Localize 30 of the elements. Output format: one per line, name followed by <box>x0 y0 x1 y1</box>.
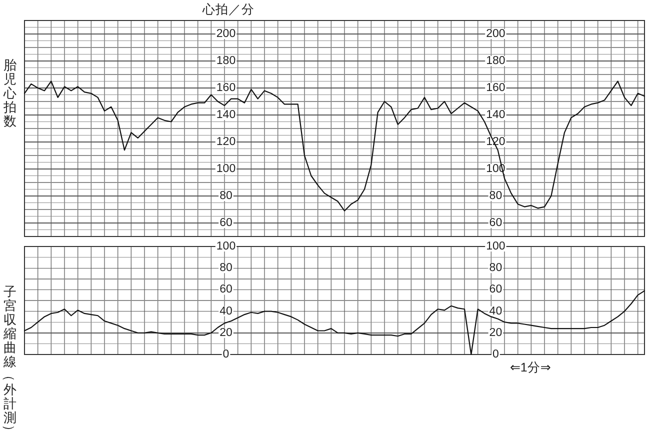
y-tick-label: 200 <box>216 28 236 40</box>
y2-tick-label: 0 <box>492 348 499 360</box>
y2-tick-label: 200 <box>486 28 506 40</box>
y-tick-label: 20 <box>220 326 232 339</box>
y-tick-label: 180 <box>216 55 236 67</box>
y2-tick-label: 40 <box>489 305 502 318</box>
y-tick-label: 60 <box>220 284 232 296</box>
y2-tick-label: 20 <box>489 326 502 339</box>
y2-tick-label: 80 <box>489 262 502 274</box>
y-tick-label: 100 <box>216 163 236 175</box>
y2-tick-label: 60 <box>489 217 502 229</box>
y2-tick-label: 140 <box>486 109 506 121</box>
y2-tick-label: 60 <box>489 284 502 296</box>
text: 心拍／分 <box>201 2 254 16</box>
y-tick-label: 80 <box>220 262 232 274</box>
text: 子宮収縮曲線（外計測） <box>2 284 18 438</box>
text: ⇐1分⇒ <box>510 360 551 374</box>
y-tick-label: 120 <box>216 136 236 148</box>
y-tick-label: 100 <box>216 240 236 252</box>
y-tick-label: 0 <box>222 348 230 360</box>
y2-tick-label: 100 <box>486 240 506 252</box>
y-axis-title: 胎児心拍数 <box>2 57 16 128</box>
y-tick-label: 140 <box>216 109 236 121</box>
y2-tick-label: 180 <box>486 55 506 67</box>
y-tick-label: 60 <box>220 217 232 229</box>
y-tick-label: 40 <box>220 305 232 318</box>
y2-tick-label: 80 <box>489 190 502 202</box>
y-tick-label: 160 <box>216 82 236 94</box>
y-tick-label: 80 <box>220 190 232 202</box>
y2-tick-label: 160 <box>486 82 506 94</box>
